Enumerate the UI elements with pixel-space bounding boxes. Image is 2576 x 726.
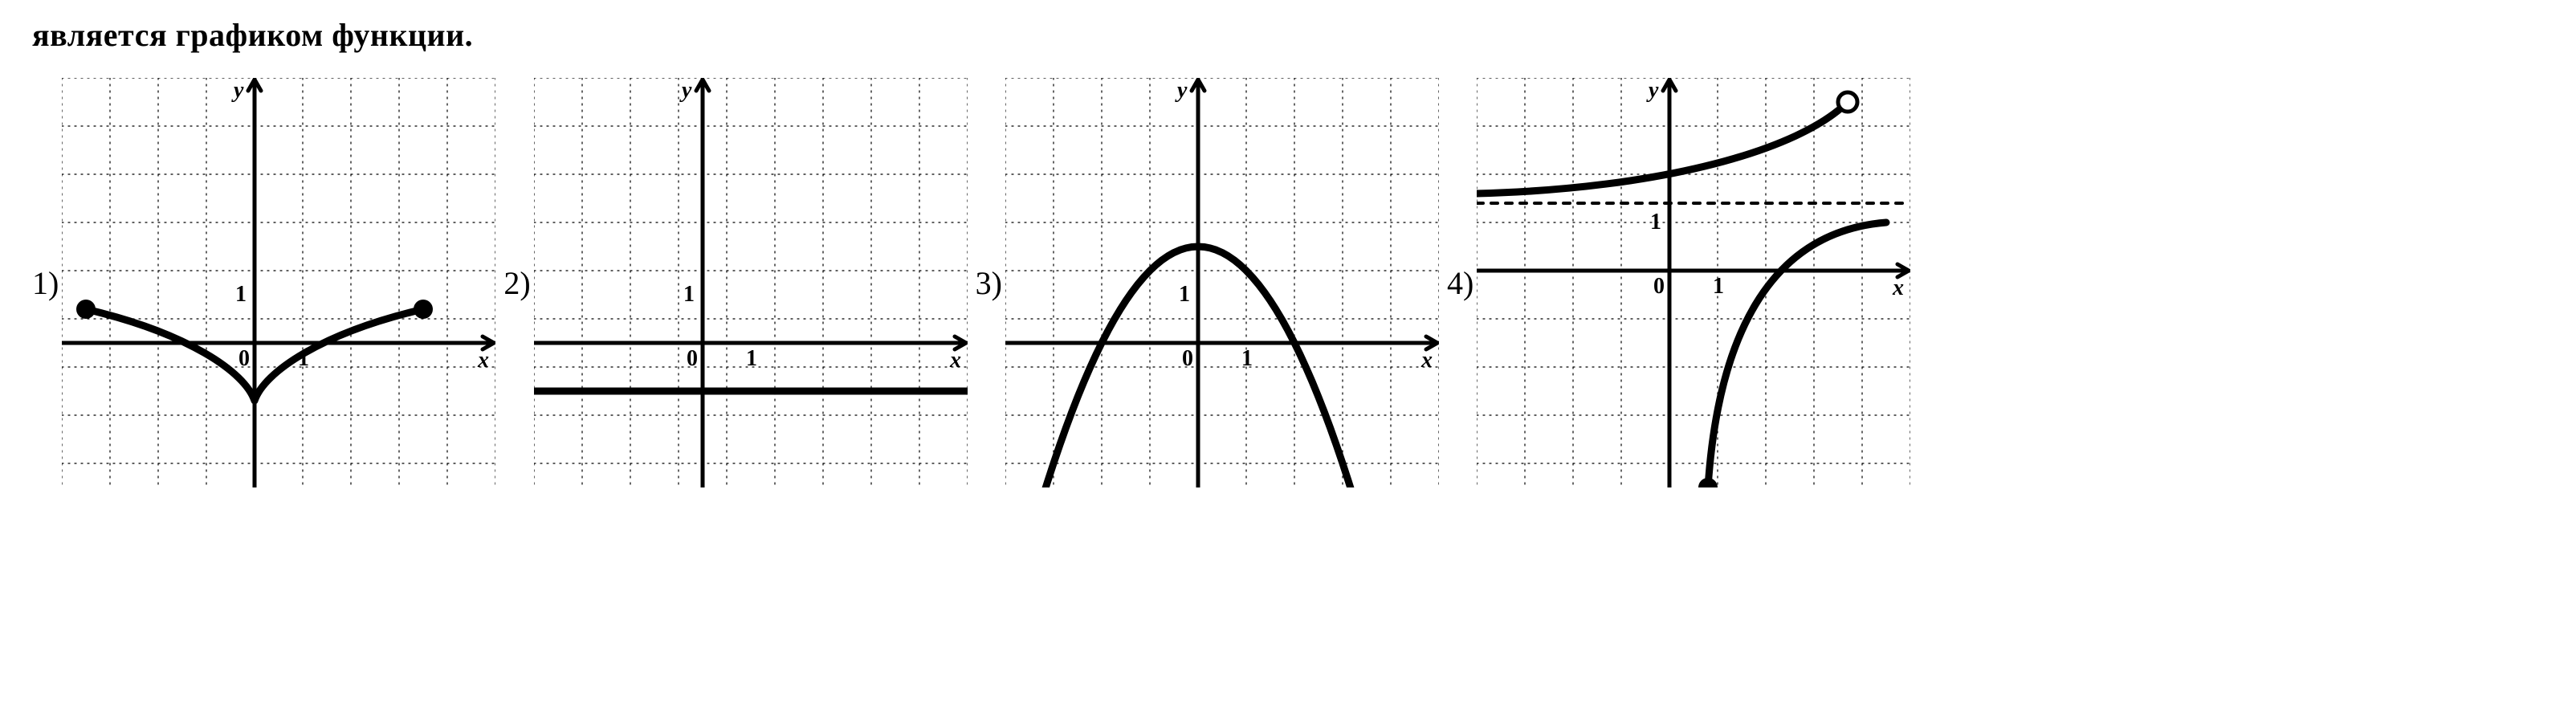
panel-3-label: 3) [976,264,1002,302]
panel-2-group: 2) y x 0 1 1 [503,78,967,487]
panel-3-chart: y x 0 1 1 [1005,78,1439,487]
panel-4-group: 4) y x 0 1 1 [1447,78,1910,487]
svg-text:1: 1 [1241,346,1253,371]
panel-3-group: 3) y x 0 1 1 [976,78,1439,487]
panel-4-label: 4) [1447,264,1473,302]
svg-text:1: 1 [235,282,247,307]
svg-text:0: 0 [1182,346,1193,371]
svg-text:y: y [1175,78,1188,103]
panel-2-chart: y x 0 1 1 [534,78,968,487]
svg-text:y: y [231,78,244,103]
svg-text:x: x [1892,275,1904,300]
panel-1-chart: yx011 [62,78,495,487]
svg-text:0: 0 [1653,274,1665,299]
panel-4-chart: y x 0 1 1 [1477,78,1910,487]
panel-1-label: 1) [32,264,59,302]
panel-2-label: 2) [503,264,530,302]
svg-text:y: y [679,78,692,103]
svg-text:1: 1 [1179,282,1190,307]
svg-text:x: x [949,348,961,373]
svg-text:0: 0 [238,346,250,371]
panels-row: 1) y x 0 1 1 2) y x 0 1 1 3) y x 0 1 1 4) y x 0 1 1 [32,78,2544,487]
svg-text:1: 1 [1713,274,1724,299]
svg-text:0: 0 [687,346,698,371]
svg-text:1: 1 [683,282,695,307]
panel-1-group: 1) yx011 [32,78,495,487]
svg-text:1: 1 [746,346,757,371]
page-title: является графиком функции. [32,16,2544,54]
svg-text:x: x [477,348,489,373]
svg-text:y: y [1646,78,1659,103]
svg-text:x: x [1420,348,1433,373]
svg-text:1: 1 [1650,210,1661,235]
